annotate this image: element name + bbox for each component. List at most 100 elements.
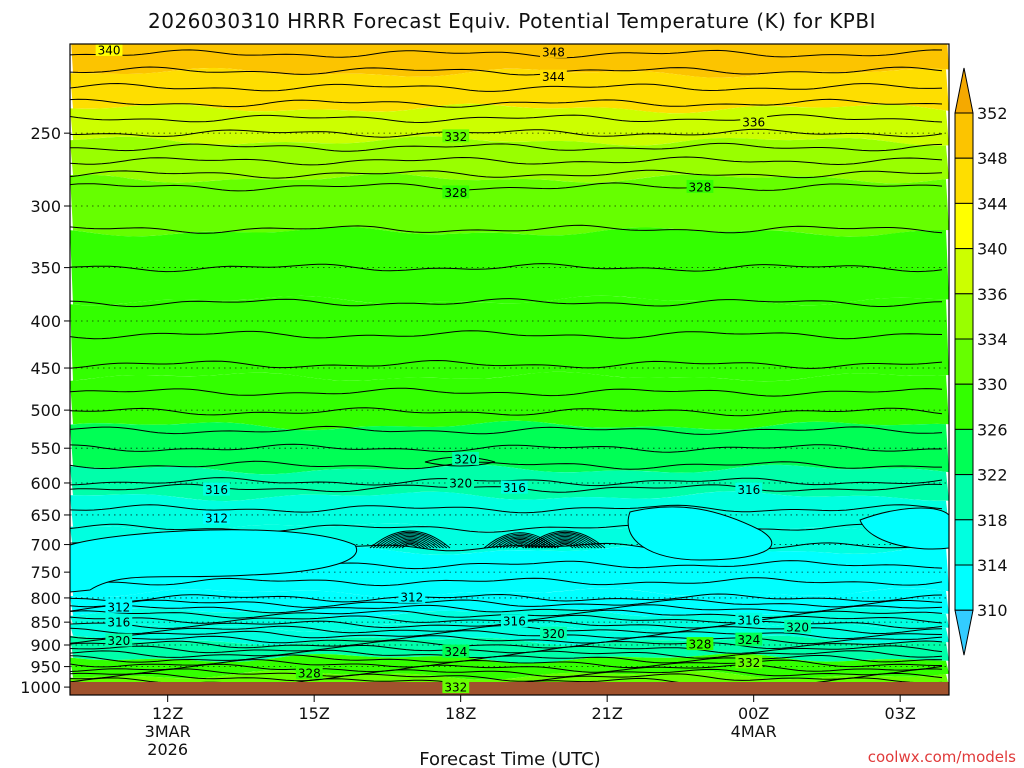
contour-label-bg bbox=[686, 637, 714, 651]
band-349 bbox=[71, 44, 949, 78]
contour-line bbox=[70, 604, 943, 614]
contour-label-bg bbox=[105, 615, 133, 629]
tight-contour bbox=[401, 544, 419, 549]
contour-label-bg bbox=[500, 480, 528, 494]
contour-label-bg bbox=[105, 599, 133, 613]
contour-label: 336 bbox=[740, 114, 768, 129]
contour-label: 340 bbox=[95, 43, 123, 57]
contour-label-text: 312 bbox=[205, 512, 228, 526]
contour-label-bg bbox=[442, 129, 470, 143]
band-328 bbox=[70, 226, 949, 306]
contour-label-bg bbox=[442, 185, 470, 199]
contour-label: 332 bbox=[735, 655, 763, 670]
contour-label: 324 bbox=[442, 644, 470, 659]
plot-area: 340 348 344 336 332 328 328 320 320 316 316 316 312 3… bbox=[70, 43, 949, 695]
credit-text: coolwx.com/models bbox=[868, 748, 1016, 766]
contour-label: 320 bbox=[447, 475, 475, 490]
contour-label-bg bbox=[452, 451, 479, 465]
band-327 bbox=[70, 295, 949, 382]
y-tick-label: 300 bbox=[30, 197, 61, 216]
x-tick-date: 3MAR bbox=[145, 722, 191, 741]
contour-label-text: 348 bbox=[542, 45, 565, 59]
plot-frame bbox=[69, 43, 950, 696]
contour-label: 328 bbox=[686, 637, 714, 652]
contour-label-bg bbox=[735, 632, 763, 646]
tight-contour bbox=[376, 533, 444, 549]
colorbar-swatch bbox=[954, 383, 974, 430]
colorbar-label: 318 bbox=[977, 511, 1008, 530]
contour-label-bg bbox=[442, 680, 470, 694]
band-321 bbox=[70, 635, 949, 664]
tight-contour bbox=[379, 534, 441, 549]
contour-label-text: 332 bbox=[737, 656, 760, 670]
contour-line bbox=[70, 645, 943, 654]
contour-line bbox=[70, 577, 943, 587]
y-tick-label: 400 bbox=[30, 312, 61, 331]
contour-line bbox=[70, 443, 943, 453]
colorbar-swatch bbox=[954, 564, 974, 611]
colorbar-bottom-arrow bbox=[954, 609, 974, 656]
contour-label-bg bbox=[447, 475, 475, 489]
contour-line bbox=[70, 263, 943, 273]
contour-label-bg bbox=[735, 612, 763, 626]
contour-label-text: 316 bbox=[107, 616, 130, 630]
band-325 bbox=[70, 420, 949, 475]
tight-contour bbox=[540, 537, 590, 549]
y-tick-label: 1000 bbox=[20, 678, 61, 697]
tight-contour bbox=[553, 542, 577, 549]
y-tick-label: 600 bbox=[30, 474, 61, 493]
colorbar-swatch bbox=[954, 157, 974, 204]
contour-label-bg bbox=[203, 482, 230, 496]
contour-label-text: 316 bbox=[503, 615, 526, 629]
colorbar: 352 348 344 340 336 334 330 326 322 318 314 310 bbox=[954, 67, 1008, 656]
tight-contour bbox=[369, 530, 451, 549]
contour-line bbox=[70, 425, 943, 435]
contour-line bbox=[70, 114, 943, 124]
contour-labels: 340 348 344 336 332 328 328 320 320 316 316 316 312 3… bbox=[95, 43, 812, 695]
tight-contour bbox=[534, 534, 596, 549]
contour-label-bg bbox=[686, 179, 714, 193]
contour-label: 324 bbox=[735, 632, 763, 647]
y-tick-label: 900 bbox=[30, 636, 61, 655]
contour-label-text: 332 bbox=[444, 681, 467, 695]
contour-label-text: 316 bbox=[737, 483, 760, 497]
tight-contour bbox=[506, 541, 534, 549]
tight-contour bbox=[543, 538, 587, 549]
contour-line bbox=[70, 182, 943, 192]
contour-line bbox=[70, 672, 943, 682]
contour-line bbox=[70, 98, 943, 108]
tight-contour bbox=[527, 531, 603, 549]
tight-contour bbox=[524, 530, 606, 549]
contour-label: 328 bbox=[686, 179, 714, 194]
contour-line bbox=[70, 128, 943, 138]
contour-line bbox=[70, 66, 943, 76]
contour-line bbox=[70, 668, 943, 678]
contour-line bbox=[70, 330, 943, 340]
colorbar-swatch bbox=[954, 428, 974, 476]
x-tick-label: 00Z bbox=[738, 704, 769, 723]
contour-label-text: 340 bbox=[98, 43, 121, 57]
tight-contour bbox=[392, 540, 428, 549]
contour-label-text: 328 bbox=[688, 180, 711, 194]
contour-line bbox=[70, 142, 943, 152]
x-tick-year: 2026 bbox=[147, 740, 188, 759]
tight-contour bbox=[398, 542, 422, 549]
tight-contour bbox=[556, 544, 574, 549]
contour-line bbox=[70, 640, 943, 650]
tight-contour bbox=[372, 531, 448, 549]
tight-contour bbox=[395, 541, 425, 549]
contour-line bbox=[70, 407, 943, 417]
contour-line bbox=[70, 504, 943, 514]
contour-label-text: 328 bbox=[444, 186, 467, 200]
contour-label: 316 bbox=[500, 614, 528, 629]
contour-line bbox=[70, 659, 942, 669]
contour-label: 320 bbox=[784, 619, 812, 634]
contour-label-text: 316 bbox=[205, 483, 228, 497]
contour-label-text: 320 bbox=[454, 452, 477, 466]
colorbar-label: 314 bbox=[977, 556, 1008, 575]
y-tick-label: 800 bbox=[30, 589, 61, 608]
contour-label: 316 bbox=[203, 482, 230, 497]
colorbar-swatch bbox=[954, 202, 974, 250]
colorbar-label: 322 bbox=[977, 466, 1008, 485]
